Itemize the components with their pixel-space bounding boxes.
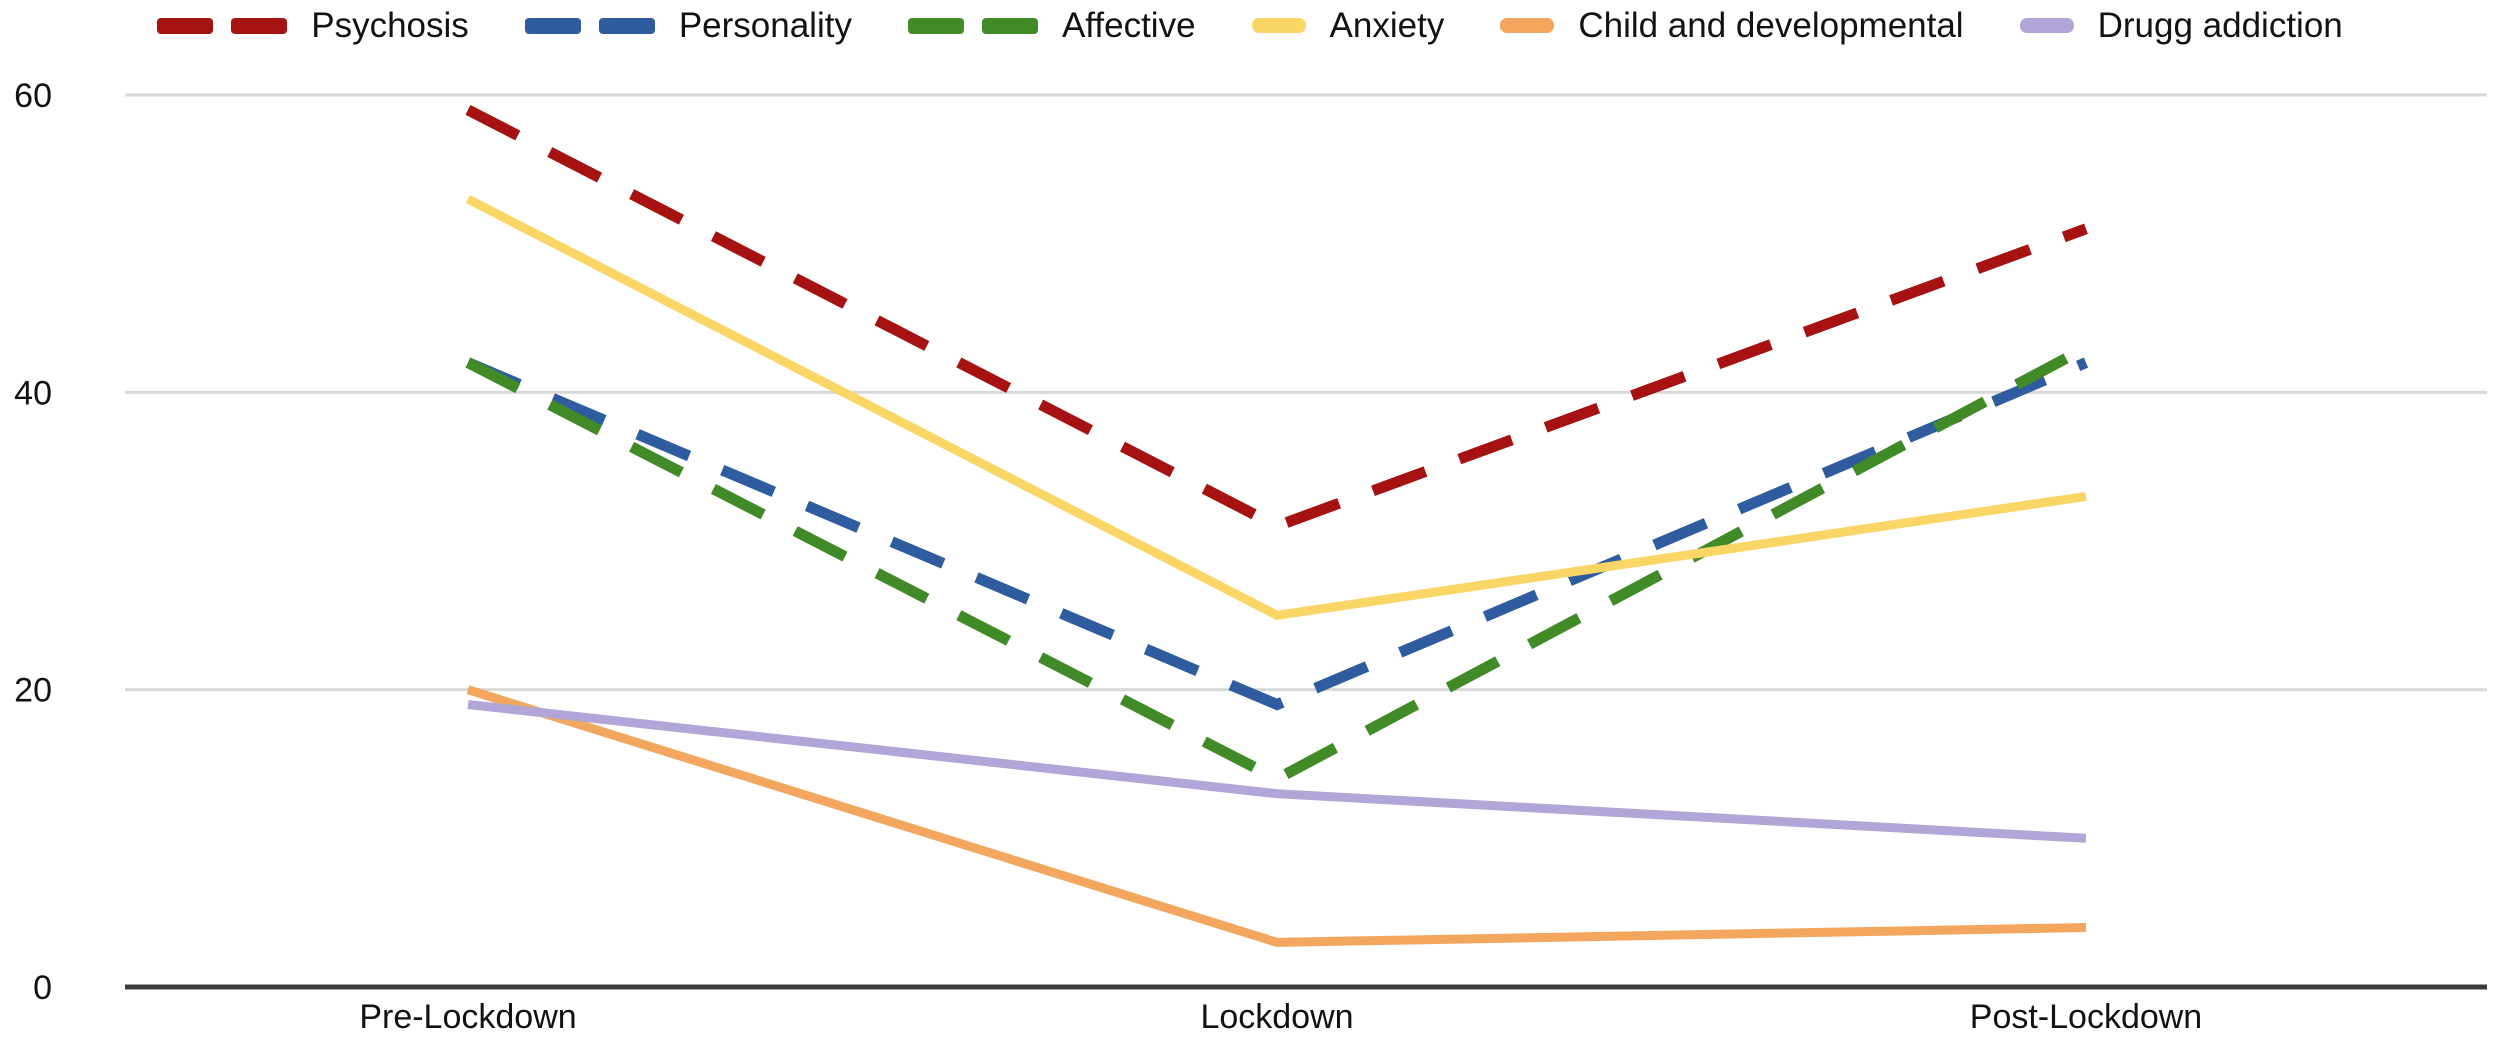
- series-line-drugg-addiction: [467, 700, 2087, 843]
- solid-line-swatch-icon: [1251, 18, 1306, 33]
- legend-swatch-affective: [907, 17, 1038, 34]
- dashed-line-swatch-icon: [157, 17, 214, 34]
- dashed-line-swatch-icon: [598, 17, 655, 34]
- legend-label-personality: Personality: [678, 6, 852, 45]
- legend-label-child-and-developmental: Child and developmental: [1578, 6, 1964, 45]
- legend-label-anxiety: Anxiety: [1329, 6, 1445, 45]
- chart-legend: Psychosis Personality Affective Anxiety Chil…: [0, 8, 2500, 43]
- y-tick-label-0: 0: [33, 969, 52, 1007]
- x-category-label-lockdown: Lockdown: [1200, 998, 1353, 1036]
- x-category-label-post-lockdown: Post-Lockdown: [1970, 998, 2202, 1036]
- x-category-label-pre-lockdown: Pre-Lockdown: [359, 998, 576, 1036]
- legend-swatch-child-and-developmental: [1500, 18, 1555, 33]
- legend-item-psychosis: Psychosis: [157, 8, 469, 43]
- y-tick-label-20: 20: [14, 672, 52, 710]
- legend-swatch-anxiety: [1251, 18, 1306, 33]
- dashed-line-swatch-icon: [981, 17, 1038, 34]
- legend-label-drugg-addiction: Drugg addiction: [2097, 6, 2343, 45]
- legend-item-affective: Affective: [907, 6, 1196, 45]
- legend-item-child-and-developmental: Child and developmental: [1500, 6, 1964, 45]
- solid-line-swatch-icon: [2019, 18, 2074, 33]
- dashed-line-swatch-icon: [524, 17, 581, 34]
- legend-label-psychosis: Psychosis: [311, 6, 469, 45]
- series-line-anxiety: [465, 195, 2087, 620]
- y-tick-label-60: 60: [14, 77, 52, 115]
- legend-item-anxiety: Anxiety: [1251, 6, 1445, 45]
- legend-swatch-drugg-addiction: [2019, 18, 2074, 33]
- dashed-line-swatch-icon: [907, 17, 964, 34]
- series-line-psychosis: [465, 105, 2088, 533]
- y-tick-label-40: 40: [14, 374, 52, 412]
- legend-swatch-personality: [524, 17, 655, 34]
- solid-line-swatch-icon: [1500, 18, 1555, 33]
- legend-label-affective: Affective: [1061, 6, 1196, 45]
- series-line-affective: [465, 342, 2089, 786]
- series-line-child-and-developmental: [466, 685, 2087, 947]
- legend-swatch-psychosis: [157, 17, 288, 34]
- legend-item-drugg-addiction: Drugg addiction: [2019, 6, 2343, 45]
- series-line-personality: [465, 357, 2089, 711]
- legend-item-personality: Personality: [524, 6, 852, 45]
- dashed-line-swatch-icon: [231, 17, 288, 34]
